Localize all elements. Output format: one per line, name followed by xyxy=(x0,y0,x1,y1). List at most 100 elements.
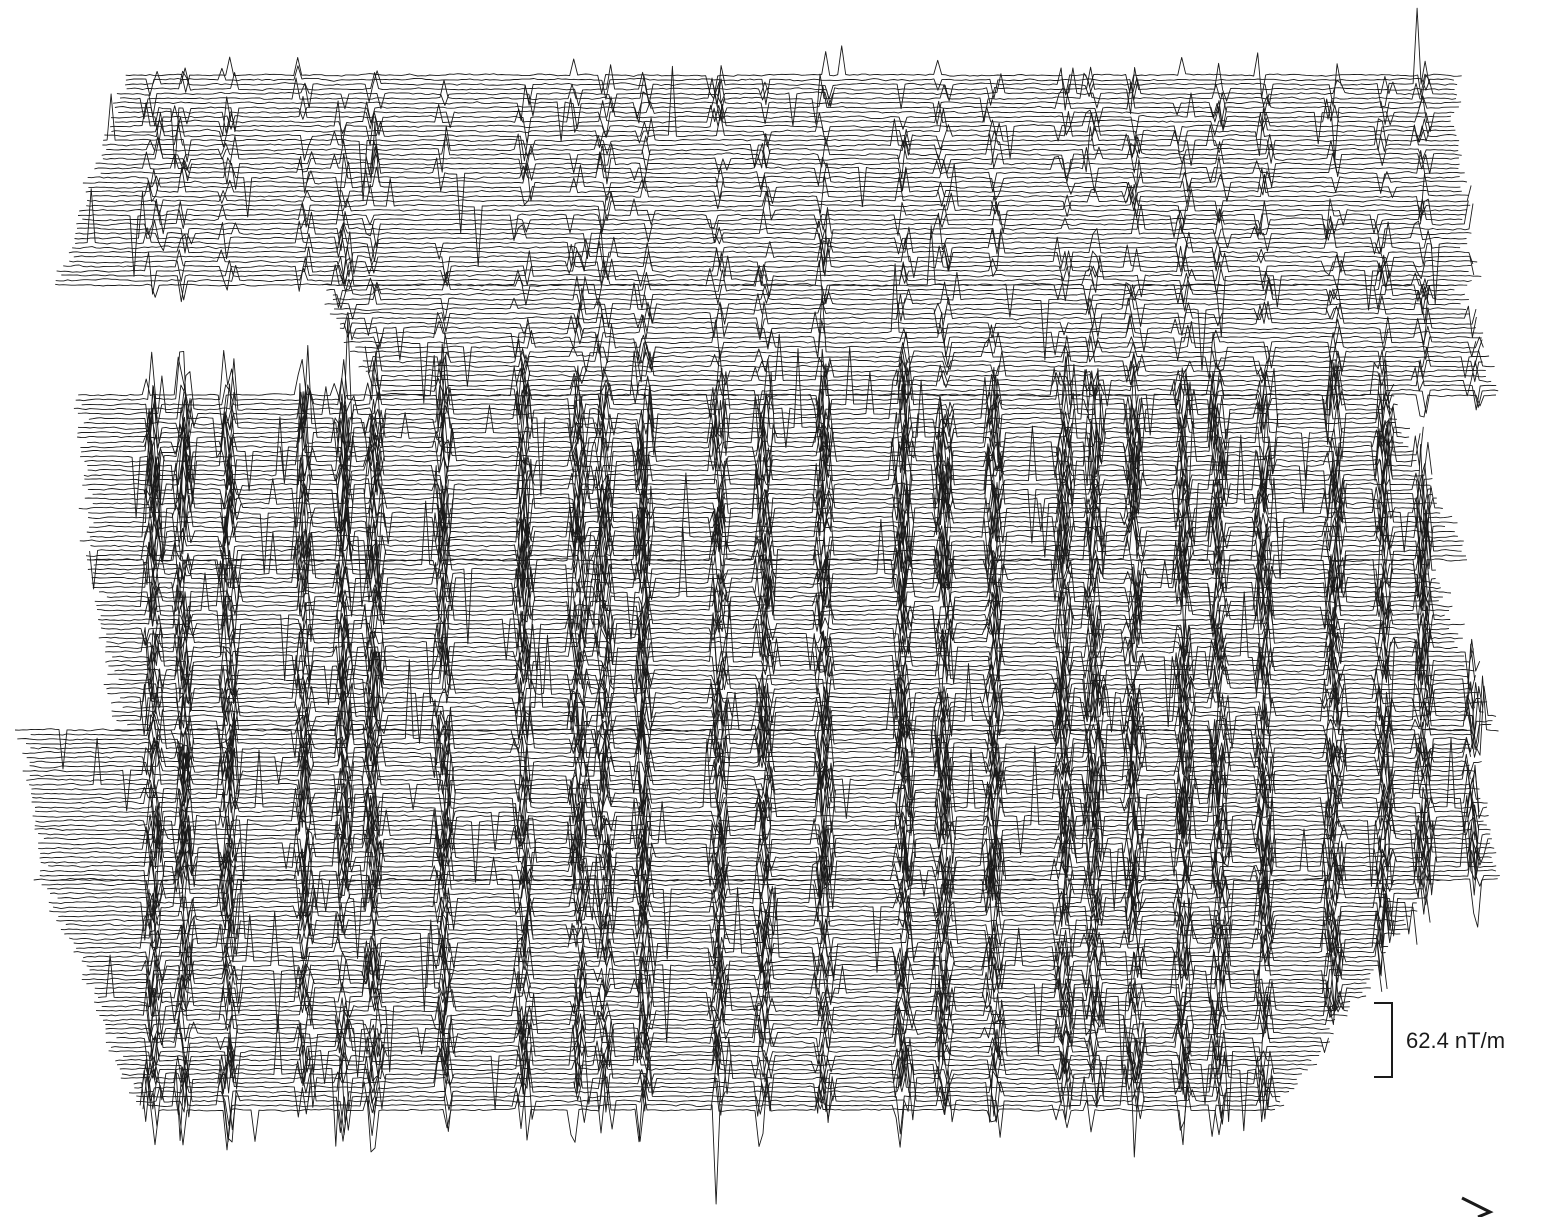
survey-trace-line xyxy=(89,472,1458,607)
scale-bracket xyxy=(1374,1002,1393,1078)
survey-trace-line xyxy=(116,67,1458,127)
survey-trace-line xyxy=(82,122,1467,206)
survey-trace-line xyxy=(43,792,1492,888)
survey-trace-line xyxy=(100,578,1465,672)
survey-trace-line xyxy=(39,809,1492,907)
survey-trace-line xyxy=(382,364,1499,415)
survey-trace-line xyxy=(29,717,1482,809)
survey-trace-line xyxy=(125,45,1462,100)
survey-trace-line xyxy=(367,359,1497,411)
survey-trace-line xyxy=(373,350,1486,402)
survey-trace-line xyxy=(87,372,1404,492)
survey-trace-line xyxy=(104,65,1457,162)
survey-trace-line xyxy=(122,647,1484,774)
scale-bar: 62.4 nT/m xyxy=(1374,1002,1505,1078)
survey-trace-line xyxy=(76,909,1389,989)
survey-trace-line xyxy=(31,739,1480,835)
survey-trace-line xyxy=(88,161,1461,206)
survey-trace-line xyxy=(30,706,1471,803)
survey-trace-line xyxy=(78,343,1395,439)
survey-trace-line xyxy=(50,851,1431,937)
survey-trace-line xyxy=(358,346,1495,386)
survey-trace-line xyxy=(68,226,1474,278)
survey-trace-line xyxy=(98,954,1367,1075)
survey-trace-line xyxy=(103,93,1460,202)
survey-trace-line xyxy=(106,528,1443,643)
survey-trace-line xyxy=(350,291,1483,376)
survey-trace-line xyxy=(106,598,1455,704)
survey-trace-line xyxy=(125,7,1458,111)
survey-trace-line xyxy=(84,425,1433,530)
survey-trace-line xyxy=(93,500,1430,619)
survey-trace-line xyxy=(102,118,1459,168)
survey-trace-line xyxy=(85,504,1467,603)
survey-trace-line xyxy=(121,1014,1302,1117)
survey-trace-line xyxy=(22,705,1475,814)
survey-trace-line xyxy=(332,270,1465,317)
survey-trace-line xyxy=(128,1054,1290,1134)
survey-trace-line xyxy=(329,287,1470,340)
survey-trace-line xyxy=(333,282,1467,371)
survey-trace-line xyxy=(47,846,1432,960)
survey-trace-line xyxy=(111,658,1488,761)
survey-trace-line xyxy=(77,363,1395,463)
survey-trace-line xyxy=(87,176,1472,222)
survey-trace-line xyxy=(63,240,1472,292)
survey-trace-line xyxy=(77,195,1467,277)
survey-trace-line xyxy=(136,1059,1281,1143)
survey-trace-line xyxy=(40,807,1497,908)
survey-trace-line xyxy=(105,977,1338,1067)
survey-trace-line xyxy=(339,300,1477,345)
survey-trace-line xyxy=(89,502,1462,612)
survey-traces xyxy=(14,7,1500,1205)
survey-trace-line xyxy=(107,630,1476,721)
survey-trace-line xyxy=(68,878,1390,982)
survey-trace-line xyxy=(76,198,1469,248)
survey-trace-line xyxy=(75,207,1472,273)
survey-trace-line xyxy=(336,293,1477,338)
survey-trace-line xyxy=(365,344,1486,396)
survey-trace-line xyxy=(38,799,1495,910)
survey-trace-line xyxy=(86,163,1471,267)
survey-trace-line xyxy=(39,827,1500,923)
survey-trace-line xyxy=(30,744,1476,843)
survey-trace-line xyxy=(87,420,1420,521)
survey-trace-line xyxy=(72,221,1461,272)
survey-trace-line xyxy=(26,733,1471,829)
survey-trace-line xyxy=(98,575,1451,664)
survey-trace-line xyxy=(105,601,1458,695)
survey-trace-line xyxy=(87,383,1432,544)
survey-trace-line xyxy=(41,848,1434,922)
survey-trace-line xyxy=(364,332,1490,383)
survey-trace-line xyxy=(55,254,1472,304)
survey-trace-line xyxy=(82,886,1388,1007)
survey-trace-line xyxy=(22,725,1475,818)
survey-trace-line xyxy=(126,62,1455,115)
survey-trace-line xyxy=(100,145,1465,235)
survey-trace-line xyxy=(96,560,1453,650)
survey-trace-line xyxy=(103,638,1481,730)
survey-trace-line xyxy=(102,135,1459,185)
survey-trace-line xyxy=(80,415,1421,519)
survey-trace-line xyxy=(30,687,1471,783)
survey-trace-line xyxy=(127,680,1492,801)
survey-trace-line xyxy=(353,311,1482,363)
survey-trace-line xyxy=(26,708,1472,817)
survey-trace-line xyxy=(95,139,1460,190)
survey-trace-line xyxy=(93,416,1458,567)
survey-trace-line xyxy=(343,316,1477,404)
survey-trace-line xyxy=(92,173,1469,222)
survey-trace-line xyxy=(98,593,1463,720)
survey-trace-line xyxy=(69,236,1478,286)
survey-trace-line xyxy=(108,621,1465,713)
survey-trace-line xyxy=(101,133,1462,180)
survey-trace-line xyxy=(61,250,1482,337)
survey-trace-line xyxy=(120,651,1481,744)
survey-trace-line xyxy=(112,591,1465,728)
survey-trace-line xyxy=(14,683,1468,778)
survey-trace-line xyxy=(38,797,1491,890)
survey-trace-line xyxy=(106,590,1459,677)
north-arrow-icon xyxy=(1461,1196,1494,1217)
survey-trace-line xyxy=(32,755,1481,844)
